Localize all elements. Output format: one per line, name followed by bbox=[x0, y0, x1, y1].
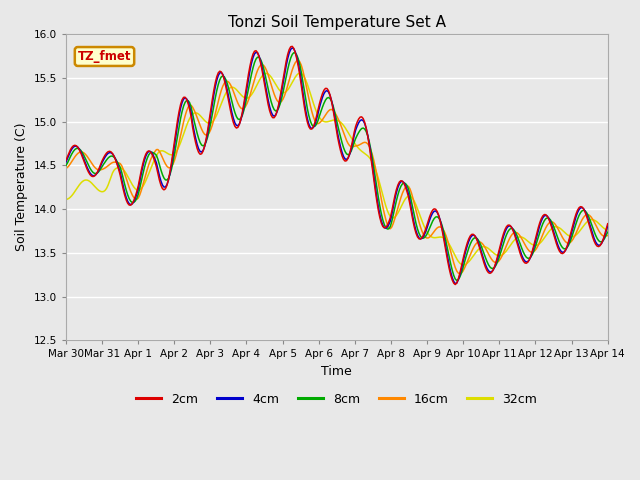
Legend: 2cm, 4cm, 8cm, 16cm, 32cm: 2cm, 4cm, 8cm, 16cm, 32cm bbox=[131, 388, 542, 411]
Y-axis label: Soil Temperature (C): Soil Temperature (C) bbox=[15, 123, 28, 252]
Title: Tonzi Soil Temperature Set A: Tonzi Soil Temperature Set A bbox=[228, 15, 446, 30]
X-axis label: Time: Time bbox=[321, 365, 352, 378]
Text: TZ_fmet: TZ_fmet bbox=[77, 50, 131, 63]
